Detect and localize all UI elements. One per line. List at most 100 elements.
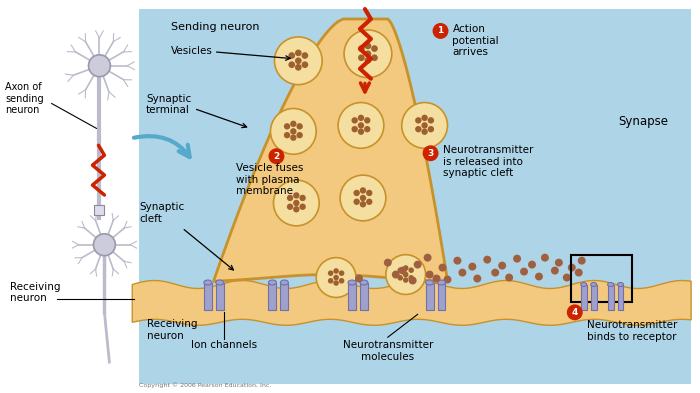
Bar <box>348 283 356 310</box>
Circle shape <box>338 103 384 148</box>
Circle shape <box>293 206 300 213</box>
Circle shape <box>433 23 449 39</box>
Bar <box>281 283 288 310</box>
Bar <box>581 285 587 310</box>
Circle shape <box>421 129 428 135</box>
Circle shape <box>351 117 358 123</box>
Text: 3: 3 <box>428 149 434 158</box>
Circle shape <box>398 275 403 281</box>
Bar <box>608 285 613 310</box>
Circle shape <box>428 117 434 123</box>
Circle shape <box>344 30 392 78</box>
Circle shape <box>402 103 447 148</box>
Text: Vesicles: Vesicles <box>171 46 213 56</box>
Circle shape <box>551 266 559 275</box>
Circle shape <box>491 268 499 277</box>
Text: Action
potential
arrives: Action potential arrives <box>452 24 499 57</box>
Circle shape <box>578 257 586 264</box>
Circle shape <box>421 122 428 129</box>
Bar <box>591 285 596 310</box>
Circle shape <box>366 190 372 196</box>
Circle shape <box>555 259 563 266</box>
Circle shape <box>428 126 434 132</box>
Text: Copyright © 2006 Pearson Education, Inc.: Copyright © 2006 Pearson Education, Inc. <box>139 382 272 388</box>
Circle shape <box>498 262 506 270</box>
Circle shape <box>295 64 302 71</box>
Circle shape <box>270 108 316 154</box>
Text: 4: 4 <box>572 308 578 317</box>
Bar <box>0 1 139 392</box>
Bar <box>132 9 691 384</box>
Circle shape <box>328 278 333 284</box>
Circle shape <box>403 277 409 283</box>
Circle shape <box>438 264 447 272</box>
Text: Sending neuron: Sending neuron <box>171 22 260 32</box>
Text: Synaptic
terminal: Synaptic terminal <box>146 94 191 115</box>
Circle shape <box>468 263 476 271</box>
Circle shape <box>444 275 452 283</box>
Ellipse shape <box>608 283 613 286</box>
Circle shape <box>424 253 432 262</box>
Circle shape <box>365 50 371 57</box>
Circle shape <box>287 195 293 201</box>
Circle shape <box>300 195 306 201</box>
Circle shape <box>403 265 409 271</box>
Bar <box>360 283 368 310</box>
Circle shape <box>290 134 297 141</box>
Circle shape <box>333 280 339 286</box>
Circle shape <box>473 275 482 283</box>
Circle shape <box>358 129 364 135</box>
Circle shape <box>295 50 302 56</box>
Circle shape <box>415 117 421 123</box>
Circle shape <box>290 128 297 134</box>
Text: Axon of
sending
neuron: Axon of sending neuron <box>5 82 43 115</box>
Polygon shape <box>132 281 691 325</box>
Text: Vesicle fuses
with plasma
membrane: Vesicle fuses with plasma membrane <box>236 163 303 196</box>
Bar <box>216 283 224 310</box>
Circle shape <box>365 57 371 64</box>
Text: 2: 2 <box>273 152 279 161</box>
Ellipse shape <box>88 55 111 77</box>
Circle shape <box>433 275 440 283</box>
Text: Synaptic
cleft: Synaptic cleft <box>139 202 185 224</box>
Circle shape <box>454 257 461 264</box>
Circle shape <box>340 175 386 221</box>
Ellipse shape <box>216 280 224 285</box>
Circle shape <box>288 52 295 59</box>
Ellipse shape <box>438 280 445 285</box>
Bar <box>269 283 276 310</box>
Circle shape <box>423 145 438 161</box>
Circle shape <box>316 258 356 298</box>
Circle shape <box>354 190 360 196</box>
Bar <box>617 285 624 310</box>
Circle shape <box>371 45 378 52</box>
Text: Receiving
neuron: Receiving neuron <box>10 282 60 303</box>
Circle shape <box>290 121 297 127</box>
Text: Receiving
neuron: Receiving neuron <box>147 320 197 341</box>
Circle shape <box>302 52 308 59</box>
Bar <box>438 283 445 310</box>
Circle shape <box>339 278 344 284</box>
Circle shape <box>403 272 409 277</box>
Text: Synapse: Synapse <box>619 115 668 128</box>
Circle shape <box>398 267 403 273</box>
Circle shape <box>408 275 414 281</box>
Circle shape <box>293 192 300 198</box>
Text: Neurotransmitter
molecules: Neurotransmitter molecules <box>342 340 433 362</box>
Circle shape <box>415 126 421 132</box>
Circle shape <box>360 187 366 194</box>
Circle shape <box>354 198 360 205</box>
Circle shape <box>567 305 582 320</box>
Circle shape <box>392 271 400 279</box>
Circle shape <box>371 54 378 61</box>
Circle shape <box>358 122 364 129</box>
Ellipse shape <box>348 280 356 285</box>
Circle shape <box>399 266 407 275</box>
Circle shape <box>386 255 426 294</box>
Circle shape <box>274 180 319 226</box>
Text: Ion channels: Ion channels <box>190 340 257 350</box>
Circle shape <box>355 275 363 283</box>
Circle shape <box>358 45 365 52</box>
Circle shape <box>351 126 358 132</box>
Ellipse shape <box>269 280 276 285</box>
